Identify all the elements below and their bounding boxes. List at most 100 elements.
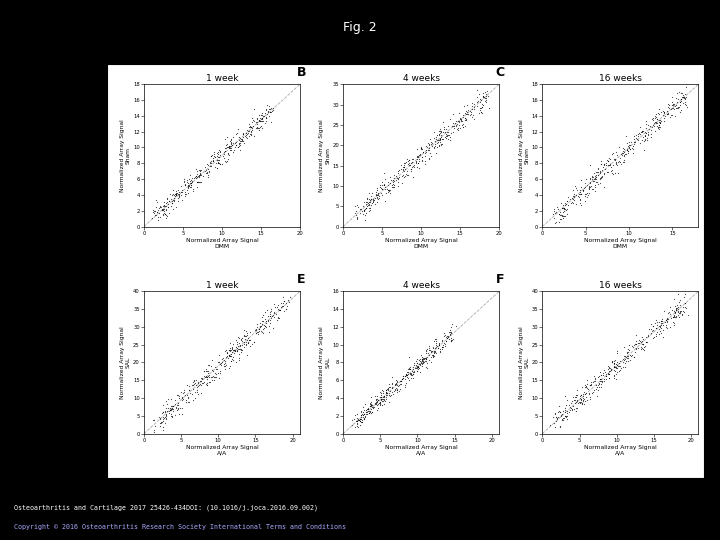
Point: [607, 169, 618, 178]
Point: [362, 404, 374, 413]
Point: [618, 151, 630, 159]
Point: [199, 163, 211, 172]
Point: [670, 312, 682, 320]
Point: [428, 352, 440, 360]
Point: [628, 353, 639, 361]
Point: [397, 372, 409, 381]
Point: [653, 110, 665, 119]
Point: [454, 117, 465, 125]
Point: [446, 320, 458, 329]
Point: [611, 368, 623, 376]
Point: [159, 210, 171, 219]
Point: [196, 374, 207, 383]
Point: [607, 170, 618, 178]
Point: [595, 368, 606, 377]
Point: [608, 161, 619, 170]
Point: [636, 132, 648, 141]
Point: [605, 364, 616, 373]
Point: [375, 396, 387, 404]
Point: [217, 354, 228, 363]
Point: [457, 123, 469, 132]
Point: [365, 397, 377, 406]
Point: [189, 173, 200, 182]
Point: [382, 184, 393, 193]
Point: [199, 372, 211, 381]
Point: [197, 374, 208, 383]
Point: [243, 339, 254, 348]
Point: [441, 134, 452, 143]
Point: [222, 154, 234, 163]
Point: [433, 340, 445, 349]
Point: [412, 153, 423, 161]
Point: [585, 393, 596, 402]
Point: [149, 416, 161, 424]
Point: [215, 359, 226, 368]
Point: [562, 395, 573, 404]
Point: [629, 138, 641, 146]
Point: [420, 349, 432, 357]
Point: [167, 196, 179, 205]
Point: [383, 397, 395, 406]
Point: [437, 134, 449, 143]
Point: [400, 370, 412, 379]
Point: [420, 357, 431, 366]
Point: [557, 414, 569, 422]
Point: [448, 122, 459, 130]
Point: [579, 179, 590, 187]
Point: [153, 209, 165, 218]
Point: [644, 124, 655, 133]
Point: [609, 366, 621, 375]
Point: [677, 91, 688, 100]
Point: [669, 307, 680, 315]
Point: [171, 391, 183, 400]
Point: [205, 159, 217, 167]
Point: [235, 345, 246, 353]
Point: [173, 399, 184, 408]
Point: [159, 407, 171, 416]
Point: [662, 107, 673, 116]
Point: [234, 146, 246, 154]
Point: [603, 367, 614, 375]
Point: [461, 107, 472, 116]
Point: [230, 141, 242, 150]
Point: [161, 415, 172, 424]
Point: [161, 403, 172, 412]
Point: [372, 185, 383, 194]
Point: [223, 346, 235, 355]
Point: [562, 201, 574, 210]
Point: [255, 114, 266, 123]
Point: [622, 354, 634, 362]
Point: [279, 297, 290, 306]
Point: [440, 130, 451, 138]
Point: [399, 383, 410, 391]
Point: [212, 153, 224, 161]
Point: [364, 199, 375, 208]
Point: [670, 102, 681, 111]
Point: [557, 416, 569, 424]
Point: [557, 201, 569, 210]
Point: [410, 158, 421, 166]
Point: [376, 395, 387, 403]
Point: [611, 363, 622, 372]
Point: [411, 359, 423, 367]
Point: [456, 116, 467, 125]
Point: [267, 104, 279, 112]
Point: [624, 140, 635, 149]
Point: [445, 334, 456, 342]
Point: [363, 408, 374, 417]
Point: [256, 326, 267, 335]
Point: [220, 144, 232, 152]
Point: [260, 113, 271, 122]
Point: [243, 120, 254, 129]
Point: [228, 349, 240, 357]
Point: [384, 187, 395, 195]
Point: [260, 104, 271, 113]
Point: [260, 106, 271, 114]
Text: F: F: [495, 273, 504, 286]
Point: [636, 127, 648, 136]
Point: [255, 117, 266, 125]
Point: [673, 88, 685, 97]
Point: [646, 115, 657, 124]
Point: [664, 302, 675, 311]
Point: [679, 100, 690, 109]
